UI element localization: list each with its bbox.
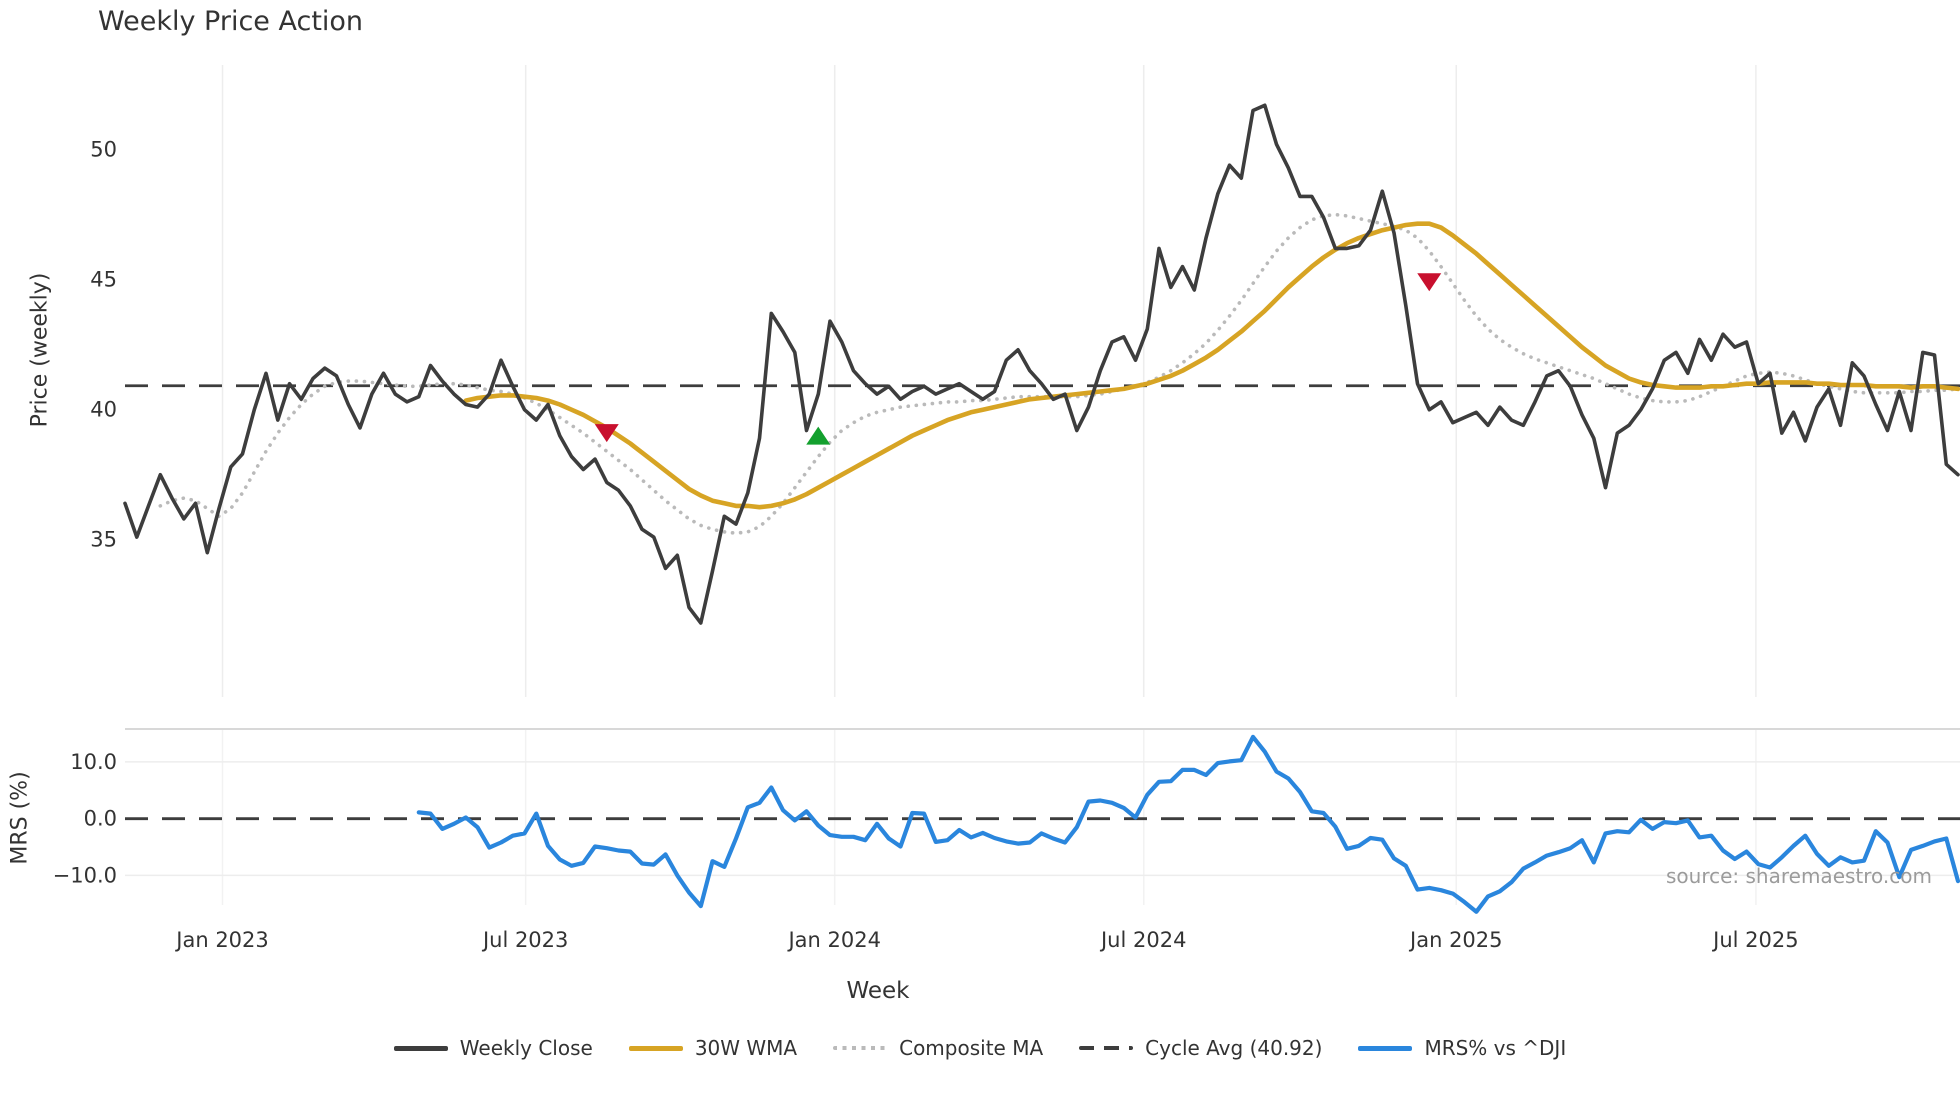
legend-swatch-solid [628, 1045, 683, 1051]
x-tick: Jul 2024 [1099, 928, 1186, 952]
series-weekly-close [123, 103, 1960, 625]
reference-lines [125, 384, 1960, 821]
series-lines [123, 103, 1960, 914]
sell-signal-marker [1417, 273, 1442, 292]
series-mrs-vs-dji [416, 734, 1960, 914]
price-y-tick: 50 [90, 138, 117, 162]
series-30w-wma [463, 221, 1960, 510]
page-title: Weekly Price Action [98, 6, 364, 37]
series-composite-ma [158, 212, 1960, 536]
legend-label: 30W WMA [694, 1036, 798, 1060]
tick-labels: 35 40 45 50 10.0 0.0 −10.0 Jan 2023 Jul 2023 Jan … [53, 138, 1799, 952]
mrs-y-tick: 10.0 [70, 750, 117, 774]
x-tick: Jan 2024 [786, 928, 881, 952]
x-tick: Jul 2025 [1711, 928, 1798, 952]
legend-item: Cycle Avg (40.92) [1079, 1036, 1322, 1060]
price-y-tick: 45 [90, 268, 117, 292]
x-tick: Jan 2025 [1408, 928, 1503, 952]
source-watermark: source: sharemaestro.com [1666, 864, 1932, 888]
legend-item: Composite MA [833, 1036, 1043, 1060]
signal-markers [594, 273, 1442, 445]
legend-swatch-solid [1358, 1045, 1413, 1051]
legend-item: 30W WMA [628, 1036, 798, 1060]
sell-signal-marker [594, 424, 619, 443]
legend-label: Weekly Close [459, 1036, 593, 1060]
x-tick: Jul 2023 [481, 928, 568, 952]
mrs-y-tick: −10.0 [53, 863, 117, 887]
price-y-tick: 40 [90, 398, 117, 422]
gridlines [125, 65, 1960, 905]
price-y-tick: 35 [90, 528, 117, 552]
mrs-y-tick: 0.0 [84, 807, 117, 831]
legend: Weekly Close 30W WMA Composite MA Cycle Avg… [0, 1036, 1960, 1060]
legend-label: Composite MA [899, 1036, 1044, 1060]
x-tick: Jan 2023 [174, 928, 269, 952]
legend-label: Cycle Avg (40.92) [1145, 1036, 1323, 1060]
legend-item: Weekly Close [393, 1036, 593, 1060]
legend-swatch-dotted [833, 1046, 888, 1050]
legend-label: MRS% vs ^DJI [1424, 1036, 1567, 1060]
legend-swatch-solid [393, 1045, 448, 1051]
legend-item: MRS% vs ^DJI [1358, 1036, 1566, 1060]
x-axis-label: Week [846, 978, 910, 1004]
legend-swatch-dashed [1079, 1046, 1134, 1050]
buy-signal-marker [806, 426, 831, 445]
